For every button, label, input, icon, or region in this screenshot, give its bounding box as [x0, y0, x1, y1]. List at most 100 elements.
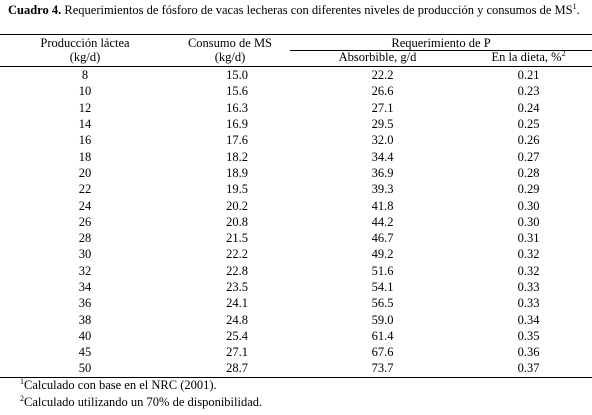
table-cell: 0.35	[517, 328, 540, 343]
table-row: 34 23.5 54.1 0.33	[0, 279, 592, 295]
table-cell: 39.3	[371, 182, 394, 197]
table-cell: 26.6	[371, 84, 394, 99]
table-row: 30 22.2 49.2 0.32	[0, 246, 592, 262]
table-cell: 0.33	[517, 280, 540, 294]
table-cell: 0.24	[517, 100, 540, 115]
caption-sup: 1	[572, 2, 577, 11]
header-cell: Producción láctea	[0, 34, 170, 51]
table-cell: 44.2	[371, 214, 394, 229]
table-cell: 61.4	[371, 328, 394, 343]
table-row: 24 20.2 41.8 0.30	[0, 197, 592, 213]
table-cell: 59.0	[371, 312, 394, 327]
table-cell: 0.25	[517, 117, 540, 132]
table-cell: 32	[78, 263, 92, 278]
table-cell: 15.6	[226, 84, 248, 99]
table-cell: 24	[78, 198, 92, 213]
table-cell: 17.6	[226, 133, 248, 148]
table-row: 8 15.0 22.2 0.21	[0, 67, 592, 84]
table-cell: 16.9	[226, 117, 248, 132]
table-row: 16 17.6 32.0 0.26	[0, 132, 592, 148]
table-cell: 19.5	[226, 182, 248, 197]
table-cell: 41.8	[371, 198, 394, 213]
table-cell: 46.7	[371, 231, 394, 246]
header-cell: Requerimiento de P	[290, 34, 592, 51]
table-cell: 36.9	[371, 165, 394, 180]
table-cell: 0.23	[517, 84, 540, 99]
table-row: 22 19.5 39.3 0.29	[0, 181, 592, 197]
table-cell: 0.32	[517, 247, 540, 262]
table-row: 14 16.9 29.5 0.25	[0, 116, 592, 132]
footnote-sup: 2	[20, 394, 24, 403]
table-cell: 16.3	[226, 100, 248, 115]
header-cell: En la dieta, %2	[465, 49, 592, 67]
table-cell: 22	[78, 182, 92, 197]
table-cell: 0.31	[517, 231, 540, 246]
table-cell: 54.1	[371, 280, 394, 294]
table-cell: 51.6	[371, 263, 394, 278]
table-row: 26 20.8 44.2 0.30	[0, 214, 592, 230]
header-cell: (kg/d)	[0, 50, 170, 67]
table-cell: 14	[78, 117, 92, 132]
table-cell: 20.8	[226, 214, 248, 229]
footnote-text: Calculado utilizando un 70% de disponibi…	[24, 395, 263, 409]
table-cell: 8	[81, 68, 89, 83]
footnote-sup: 1	[20, 377, 24, 386]
table-row: 10 15.6 26.6 0.23	[0, 83, 592, 99]
table-row: 12 16.3 27.1 0.24	[0, 100, 592, 116]
table-cell: 0.26	[517, 133, 540, 148]
table-cell: 25.4	[226, 328, 248, 343]
table-cell: 0.30	[517, 198, 540, 213]
table-cell: 15.0	[226, 68, 248, 83]
table-cell: 0.29	[517, 182, 540, 197]
table-cell: 21.5	[226, 231, 248, 246]
table-cell: 0.36	[517, 345, 540, 360]
table-cell: 24.1	[226, 296, 248, 311]
table-row: 45 27.1 67.6 0.36	[0, 344, 592, 360]
table-cell: 20.2	[226, 198, 248, 213]
table-row: 38 24.8 59.0 0.34	[0, 311, 592, 327]
table-cell: 0.34	[517, 312, 540, 327]
table-row: 50 28.7 73.7 0.37	[0, 360, 592, 378]
table-cell: 28	[78, 231, 92, 246]
table-cell: 34.4	[371, 149, 394, 164]
table-cell: 29.5	[371, 117, 394, 132]
table-row: 28 21.5 46.7 0.31	[0, 230, 592, 246]
table-cell: 27.1	[371, 100, 394, 115]
header-cell: Consumo de MS	[170, 34, 290, 51]
table-cell: 18.9	[226, 165, 248, 180]
table-cell: 18	[78, 149, 92, 164]
table-cell: 49.2	[371, 247, 394, 262]
table-cell: 0.21	[517, 68, 540, 83]
table-cell: 23.5	[226, 280, 248, 294]
table-row: 18 18.2 34.4 0.27	[0, 148, 592, 164]
table-cell: 0.37	[465, 360, 592, 378]
table-cell: 24.8	[226, 312, 248, 327]
table-cell: 16	[78, 133, 92, 148]
header-sup: 2	[561, 49, 566, 58]
table-body: 8 15.0 22.2 0.21 10 15.6 26.6 0.23 12 16.3 27.1 0.2…	[0, 67, 592, 378]
table-cell: 45	[78, 345, 92, 360]
table-cell: 22.2	[371, 68, 394, 83]
table-cell: 28.7	[170, 360, 290, 378]
table: Producción láctea Consumo de MS Requerim…	[0, 34, 592, 378]
caption-label: Cuadro 4.	[8, 3, 62, 17]
table-cell: 0.32	[517, 263, 540, 278]
header-cell: Absorbible, g/d	[290, 50, 465, 67]
footnote: 1Calculado con base en el NRC (2001).	[20, 378, 217, 393]
footnote-text: Calculado con base en el NRC (2001).	[24, 378, 217, 392]
table-cell: 67.6	[371, 345, 394, 360]
caption: Cuadro 4. Requerimientos de fósforo de v…	[8, 2, 583, 18]
table-cell: 0.33	[517, 296, 540, 311]
table-cell: 12	[78, 100, 92, 115]
table-cell: 22.2	[226, 247, 248, 262]
table-cell: 20	[78, 165, 92, 180]
table-cell: 73.7	[290, 360, 465, 378]
header-cell: (kg/d)	[170, 50, 290, 67]
table-row: 40 25.4 61.4 0.35	[0, 328, 592, 344]
table-cell: 26	[78, 214, 92, 229]
table-cell: 0.28	[517, 165, 540, 180]
footnote: 2Calculado utilizando un 70% de disponib…	[20, 395, 262, 410]
table-cell: 27.1	[226, 345, 248, 360]
table-cell: 36	[78, 296, 92, 311]
